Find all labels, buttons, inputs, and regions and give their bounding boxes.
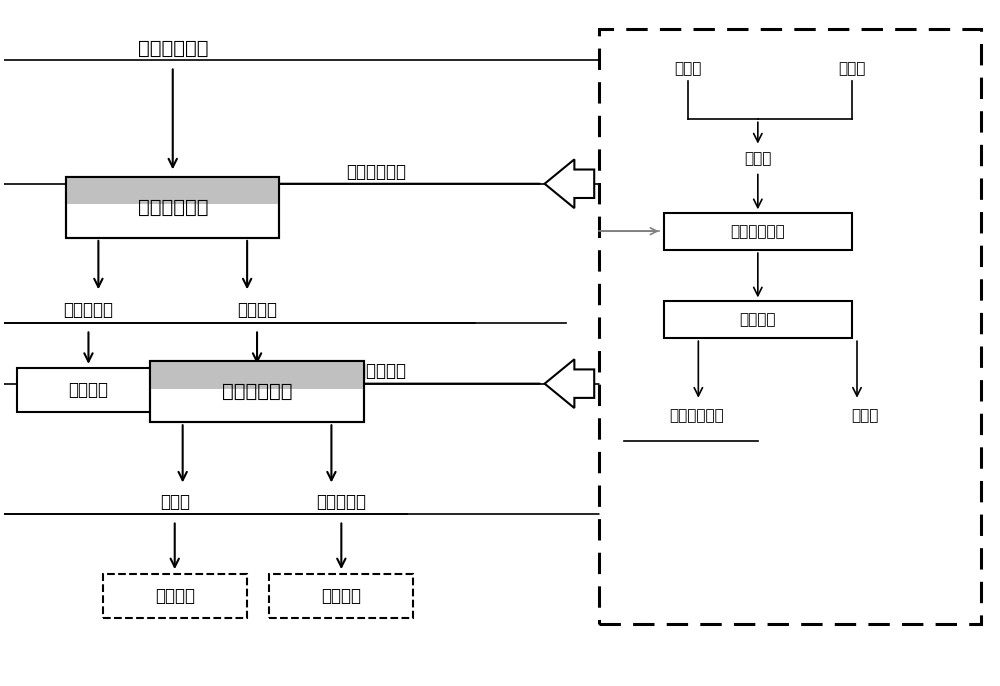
Text: 有价金属渣: 有价金属渣 (63, 301, 113, 320)
FancyBboxPatch shape (103, 573, 247, 618)
FancyBboxPatch shape (66, 177, 279, 238)
Polygon shape (545, 359, 594, 408)
Text: 稀盐酸: 稀盐酸 (675, 61, 702, 76)
FancyBboxPatch shape (66, 177, 279, 204)
FancyBboxPatch shape (150, 362, 364, 389)
FancyBboxPatch shape (664, 300, 852, 338)
Polygon shape (545, 159, 594, 208)
FancyBboxPatch shape (599, 29, 981, 624)
Text: 有机胺水溶液: 有机胺水溶液 (669, 408, 724, 423)
Text: 离子液缓释剂: 离子液缓释剂 (346, 163, 406, 180)
Text: 有机胺水溶液: 有机胺水溶液 (730, 224, 785, 239)
FancyBboxPatch shape (150, 362, 364, 423)
Text: 固化填埋: 固化填埋 (155, 587, 195, 605)
FancyBboxPatch shape (17, 368, 160, 412)
Text: 离子液缓释剂: 离子液缓释剂 (346, 362, 406, 381)
Text: 硫化钠: 硫化钠 (838, 61, 866, 76)
FancyBboxPatch shape (269, 573, 413, 618)
Text: 高砷渣: 高砷渣 (160, 493, 190, 511)
Text: 硫化氢: 硫化氢 (744, 151, 772, 166)
Text: 火法冶炼: 火法冶炼 (68, 381, 108, 399)
FancyBboxPatch shape (664, 213, 852, 250)
Text: 缓释硫化脱砷: 缓释硫化脱砷 (222, 382, 292, 401)
Text: 硫化氢: 硫化氢 (851, 408, 879, 423)
Text: 高温解吸: 高温解吸 (740, 311, 776, 327)
Text: 工业酸性废液: 工业酸性废液 (138, 38, 208, 58)
Text: 净化后溶液: 净化后溶液 (316, 493, 366, 511)
Text: 含砷溶液: 含砷溶液 (237, 301, 277, 320)
Text: 缓释硫化回收: 缓释硫化回收 (138, 198, 208, 217)
Text: 废水回用: 废水回用 (321, 587, 361, 605)
